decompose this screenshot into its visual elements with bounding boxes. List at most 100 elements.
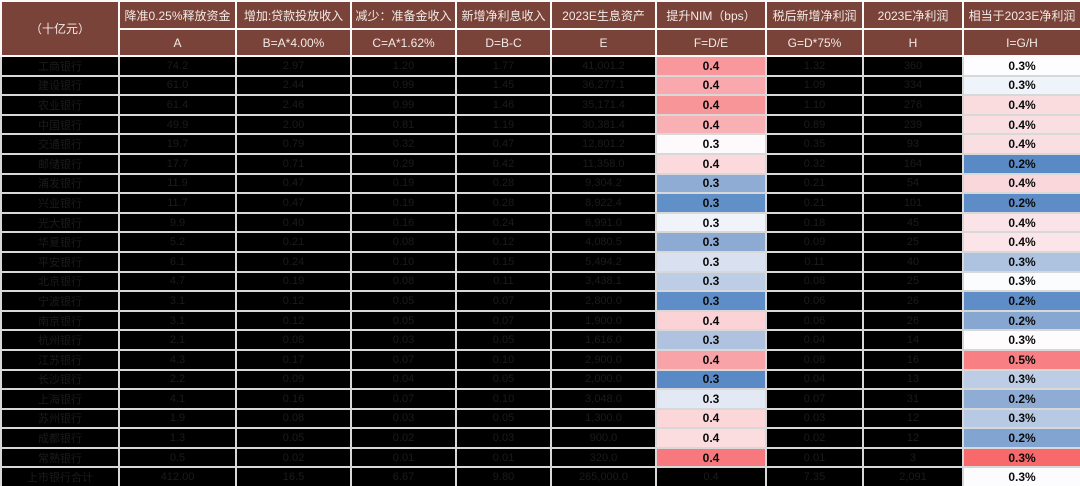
- cell-g: 0.08: [765, 348, 864, 371]
- cell-c: 0.04: [350, 368, 457, 391]
- table-row: 工商银行 74.2 2.97 1.20 1.77 41,001.2 0.4 1.32 360 0.…: [0, 55, 1080, 77]
- cell-h: 2,091: [862, 466, 964, 486]
- cell-g: 0.08: [765, 270, 864, 293]
- cell-h: 40: [862, 250, 964, 273]
- cell-c: 0.99: [350, 74, 457, 97]
- table-row: 长沙银行 2.2 0.09 0.04 0.05 2,000.0 0.3 0.04 13 0.3%: [0, 368, 1080, 391]
- cell-h: 14: [862, 329, 964, 351]
- cell-g: 0.01: [765, 446, 864, 469]
- cell-b: 0.08: [235, 329, 352, 351]
- cell-e: 6,991.0: [550, 211, 657, 234]
- cell-h: 239: [862, 113, 964, 136]
- cell-c: 0.07: [350, 388, 457, 410]
- cell-h: 12: [862, 407, 964, 430]
- nim-uplift-cell: 0.4: [655, 446, 767, 469]
- cell-g: 7.35: [765, 466, 864, 486]
- cell-b: 2.97: [235, 55, 352, 77]
- cell-e: 2,000.0: [550, 368, 657, 391]
- header-col-a: 降准0.25%释放资金: [118, 0, 237, 30]
- table-row: 邮储银行 17.7 0.71 0.29 0.42 11,358.0 0.4 0.32 164 0.…: [0, 152, 1080, 175]
- table-row: 建设银行 61.0 2.44 0.99 1.45 36,277.1 0.4 1.09 334 0.…: [0, 74, 1080, 97]
- cell-g: 0.04: [765, 329, 864, 351]
- cell-e: 11,358.0: [550, 152, 657, 175]
- cell-b: 0.05: [235, 427, 352, 449]
- cell-a: 9.9: [118, 211, 237, 234]
- cell-h: 16: [862, 348, 964, 371]
- nim-uplift-cell: 0.3: [655, 388, 767, 410]
- profit-ratio-cell: 0.4%: [962, 211, 1080, 234]
- cell-b: 0.19: [235, 270, 352, 293]
- cell-a: 6.1: [118, 250, 237, 273]
- formula-col-b: B=A*4.00%: [235, 28, 352, 57]
- table-row: 北京银行 4.7 0.19 0.08 0.11 3,438.1 0.3 0.08 25 0.3%: [0, 270, 1080, 293]
- table-row: 光大银行 9.9 0.40 0.16 0.24 6,991.0 0.3 0.18 45 0.4%: [0, 211, 1080, 234]
- bank-name-cell: 上海银行: [0, 388, 120, 410]
- cell-c: 0.99: [350, 94, 457, 116]
- cell-d: 0.47: [455, 133, 552, 155]
- cell-a: 4.7: [118, 270, 237, 293]
- cell-c: 0.08: [350, 231, 457, 253]
- cell-d: 0.05: [455, 329, 552, 351]
- cell-h: 93: [862, 133, 964, 155]
- cell-e: 1,616.0: [550, 329, 657, 351]
- profit-ratio-cell: 0.3%: [962, 74, 1080, 97]
- cell-a: 1.3: [118, 427, 237, 449]
- cell-b: 2.44: [235, 74, 352, 97]
- cell-g: 1.32: [765, 55, 864, 77]
- cell-c: 0.03: [350, 407, 457, 430]
- cell-h: 276: [862, 94, 964, 116]
- profit-ratio-cell: 0.2%: [962, 290, 1080, 312]
- cell-h: 45: [862, 211, 964, 234]
- cell-e: 35,171.4: [550, 94, 657, 116]
- formula-col-a: A: [118, 28, 237, 57]
- profit-ratio-cell: 0.5%: [962, 348, 1080, 371]
- bank-name-cell: 华夏银行: [0, 231, 120, 253]
- cell-c: 0.02: [350, 427, 457, 449]
- cell-e: 36,277.1: [550, 74, 657, 97]
- nim-uplift-cell: 0.4: [655, 407, 767, 430]
- cell-e: 1,300.0: [550, 407, 657, 430]
- profit-ratio-cell: 0.4%: [962, 231, 1080, 253]
- nim-uplift-cell: 0.4: [655, 74, 767, 97]
- header-col-i: 相当于2023E净利润: [962, 0, 1080, 30]
- cell-c: 0.01: [350, 446, 457, 469]
- nim-uplift-cell: 0.3: [655, 368, 767, 391]
- bank-name-cell: 交通银行: [0, 133, 120, 155]
- cell-e: 2,800.0: [550, 290, 657, 312]
- cell-c: 0.32: [350, 133, 457, 155]
- cell-c: 0.19: [350, 192, 457, 214]
- formula-col-h: H: [862, 28, 964, 57]
- cell-e: 265,000.0: [550, 466, 657, 486]
- cell-c: 0.16: [350, 211, 457, 234]
- cell-b: 0.24: [235, 250, 352, 273]
- profit-ratio-cell: 0.3%: [962, 329, 1080, 351]
- nim-uplift-cell: 0.3: [655, 250, 767, 273]
- bank-name-cell: 兴业银行: [0, 192, 120, 214]
- cell-a: 17.7: [118, 152, 237, 175]
- cell-b: 0.08: [235, 407, 352, 430]
- profit-ratio-cell: 0.4%: [962, 94, 1080, 116]
- cell-g: 0.06: [765, 309, 864, 332]
- cell-b: 0.09: [235, 368, 352, 391]
- cell-d: 0.12: [455, 231, 552, 253]
- cell-a: 4.3: [118, 348, 237, 371]
- cell-h: 26: [862, 290, 964, 312]
- formula-col-d: D=B-C: [455, 28, 552, 57]
- cell-b: 2.46: [235, 94, 352, 116]
- cell-h: 13: [862, 368, 964, 391]
- cell-b: 0.40: [235, 211, 352, 234]
- cell-d: 1.19: [455, 113, 552, 136]
- nim-uplift-cell: 0.3: [655, 270, 767, 293]
- table-row: 上海银行 4.1 0.16 0.07 0.10 3,048.0 0.3 0.07 31 0.2%: [0, 388, 1080, 410]
- cell-g: 1.09: [765, 74, 864, 97]
- cell-a: 3.1: [118, 309, 237, 332]
- cell-d: 1.46: [455, 94, 552, 116]
- cell-d: 0.28: [455, 192, 552, 214]
- header-col-h: 2023E净利润: [862, 0, 964, 30]
- table-row: 平安银行 6.1 0.24 0.10 0.15 5,494.2 0.3 0.11 40 0.3%: [0, 250, 1080, 273]
- cell-d: 0.07: [455, 309, 552, 332]
- formula-col-i: I=G/H: [962, 28, 1080, 57]
- cell-a: 412.00: [118, 466, 237, 486]
- cell-h: 360: [862, 55, 964, 77]
- cell-h: 54: [862, 172, 964, 195]
